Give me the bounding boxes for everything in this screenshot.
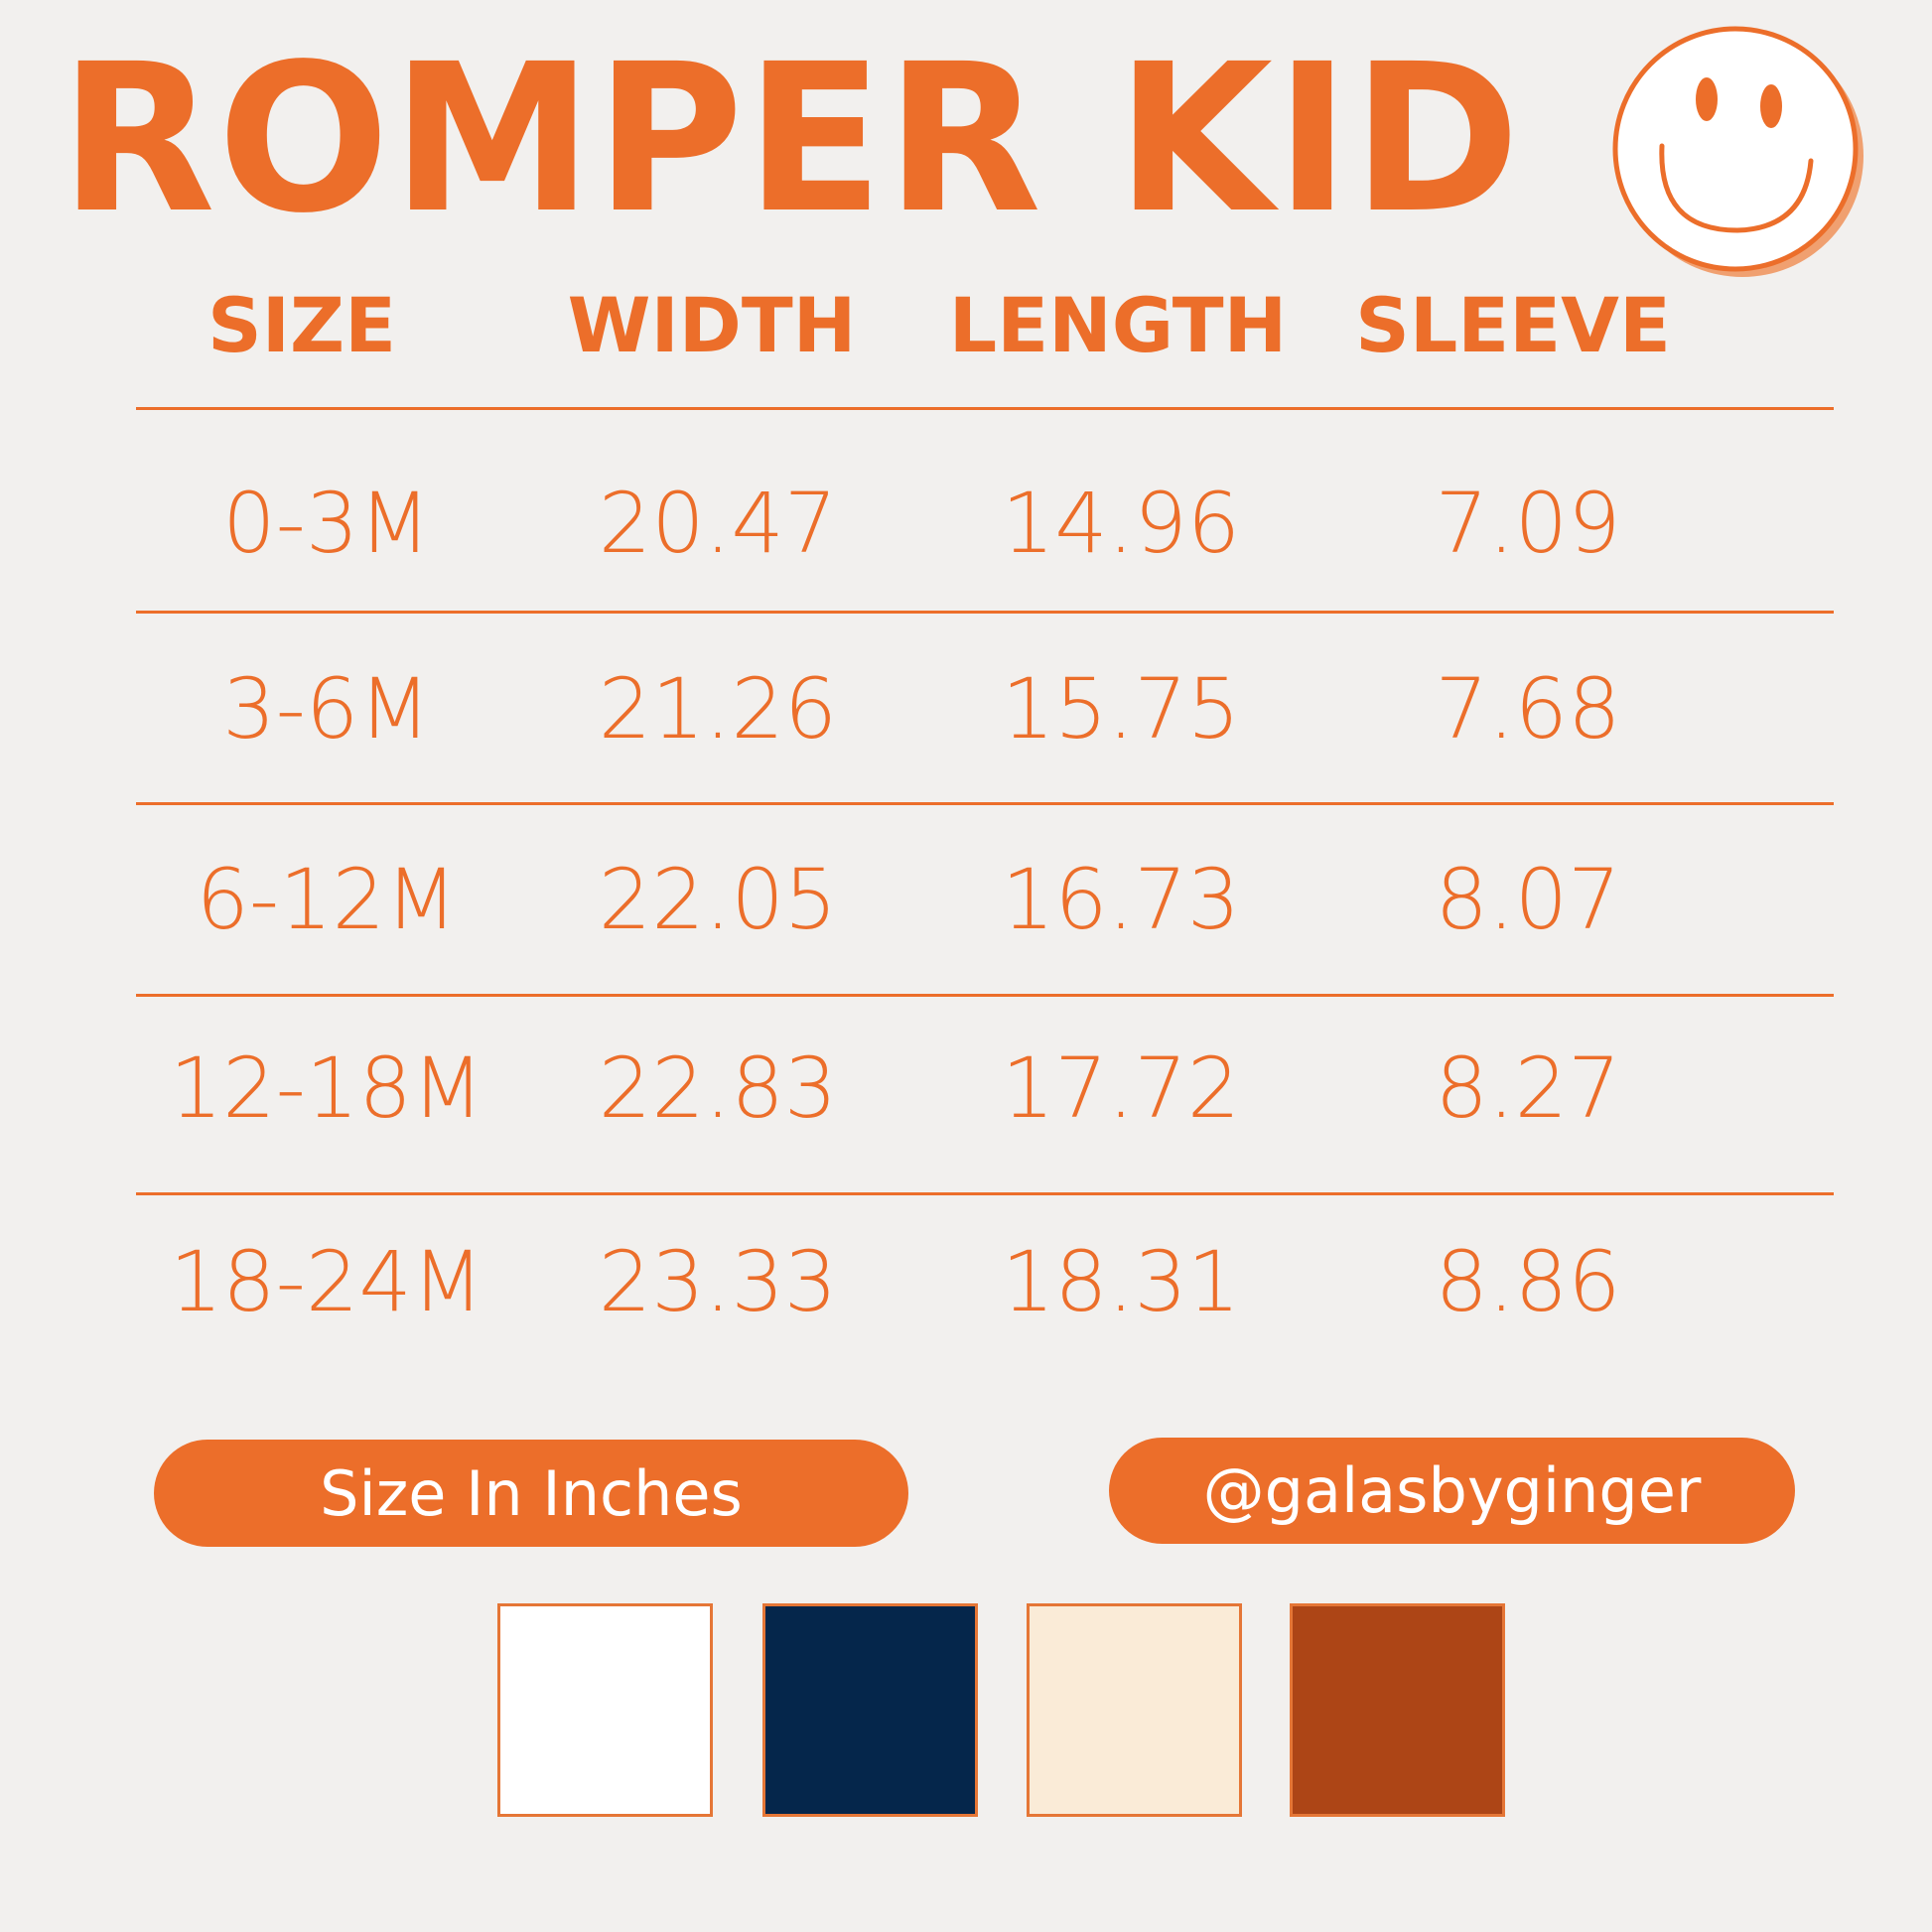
- header-sleeve: SLEEVE: [1355, 281, 1671, 369]
- divider: [136, 1192, 1834, 1195]
- cell-size: 0-3M: [222, 475, 431, 572]
- smiley-face-icon: [1612, 26, 1863, 277]
- header-size: SIZE: [207, 281, 397, 369]
- color-swatch-navy: [762, 1603, 978, 1817]
- cell-length: 15.75: [1001, 660, 1241, 758]
- cell-size: 18-24M: [169, 1233, 484, 1330]
- handle-badge: @galasbyginger: [1109, 1438, 1795, 1544]
- cell-width: 22.83: [598, 1039, 838, 1137]
- color-swatch-white: [497, 1603, 713, 1817]
- cell-sleeve: 7.68: [1435, 660, 1621, 758]
- cell-width: 23.33: [598, 1233, 838, 1330]
- cell-sleeve: 7.09: [1435, 475, 1621, 572]
- cell-length: 16.73: [1001, 851, 1241, 948]
- divider: [136, 994, 1834, 997]
- cell-size: 12-18M: [169, 1039, 484, 1137]
- header-length: LENGTH: [948, 281, 1288, 369]
- cell-size: 3-6M: [222, 660, 431, 758]
- divider: [136, 802, 1834, 805]
- cell-length: 17.72: [1001, 1039, 1241, 1137]
- page-title: ROMPER KID: [60, 20, 1523, 258]
- cell-width: 20.47: [598, 475, 838, 572]
- color-swatch-rust: [1290, 1603, 1505, 1817]
- cell-sleeve: 8.07: [1435, 851, 1621, 948]
- color-swatch-cream: [1027, 1603, 1242, 1817]
- cell-sleeve: 8.86: [1435, 1233, 1621, 1330]
- cell-width: 21.26: [598, 660, 838, 758]
- unit-label-badge: Size In Inches: [154, 1440, 908, 1547]
- cell-size: 6-12M: [196, 851, 458, 948]
- cell-length: 18.31: [1001, 1233, 1241, 1330]
- header-width: WIDTH: [567, 281, 857, 369]
- cell-width: 22.05: [598, 851, 838, 948]
- cell-length: 14.96: [1001, 475, 1241, 572]
- divider: [136, 407, 1834, 410]
- divider: [136, 611, 1834, 614]
- cell-sleeve: 8.27: [1435, 1039, 1621, 1137]
